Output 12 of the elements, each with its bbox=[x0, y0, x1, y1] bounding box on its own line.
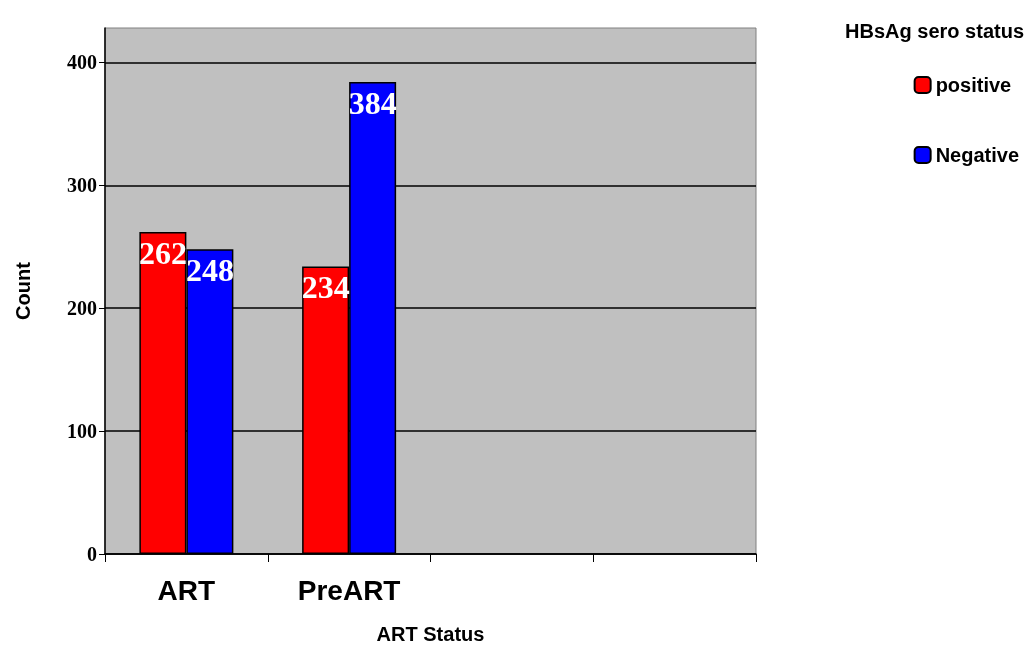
x-tick-label: PreART bbox=[297, 574, 401, 606]
legend-title: HBsAg sero status bbox=[845, 20, 1024, 42]
y-tick-label: 400 bbox=[67, 51, 97, 74]
y-axis-title: Count bbox=[12, 261, 34, 320]
y-tick-label: 300 bbox=[67, 174, 97, 197]
x-tick-label: ART bbox=[157, 574, 216, 606]
y-tick-label: 100 bbox=[67, 420, 97, 443]
y-tick-label: 200 bbox=[67, 297, 97, 320]
legend-label: positive bbox=[935, 74, 1012, 96]
x-axis-title: ART Status bbox=[376, 623, 485, 645]
legend-label: Negative bbox=[935, 144, 1020, 166]
y-tick-label: 0 bbox=[87, 543, 97, 565]
